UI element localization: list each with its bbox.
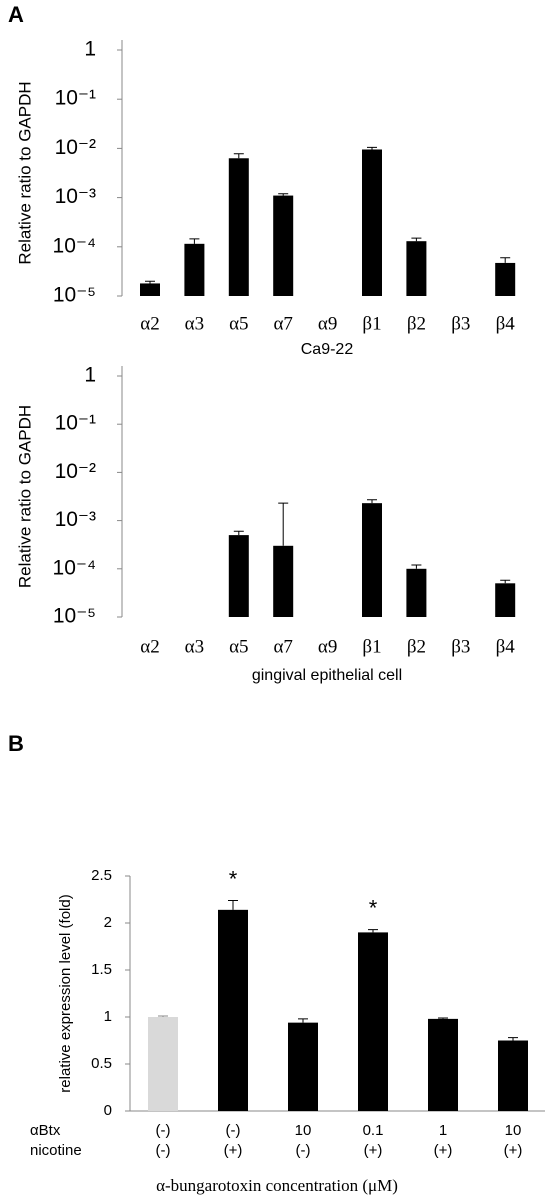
panel-label: B [8, 731, 24, 756]
significance-mark: * [369, 895, 378, 920]
x-tick-label: (+) [364, 1142, 383, 1159]
error-bar [500, 579, 511, 584]
y-tick-label: 10⁻³ [55, 185, 96, 208]
x-tick-label: α3 [185, 636, 204, 657]
row-name: αBtx [30, 1122, 61, 1139]
error-bar [233, 530, 244, 536]
y-tick-label: 1.5 [91, 961, 112, 978]
bar [288, 1022, 318, 1111]
x-tick-label: α2 [140, 636, 159, 657]
error-bar [233, 153, 244, 159]
y-tick-label: 10⁻⁵ [53, 605, 96, 628]
error-bar [278, 502, 289, 546]
bar [428, 1018, 458, 1111]
y-tick-label: 10⁻² [55, 460, 96, 483]
y-tick-label: 1 [84, 38, 96, 61]
bar [362, 149, 382, 296]
y-tick-label: 0.5 [91, 1055, 112, 1072]
error-bar [158, 1015, 168, 1017]
bar [362, 503, 382, 617]
y-tick-label: 10⁻⁵ [53, 284, 96, 307]
error-bar [411, 564, 422, 569]
y-tick-label: 10⁻¹ [55, 87, 96, 110]
bar [228, 535, 249, 617]
error-bar [411, 237, 422, 242]
significance-mark: * [229, 866, 238, 891]
y-tick-label: 10⁻⁴ [53, 234, 96, 257]
y-tick-label: 1 [104, 1008, 112, 1025]
x-tick-label: α9 [318, 636, 337, 657]
y-axis-label: Relative ratio to GAPDH [15, 405, 34, 588]
row-name: nicotine [30, 1142, 82, 1159]
x-tick-label: (-) [226, 1122, 241, 1139]
y-tick-label: 0 [104, 1102, 112, 1119]
y-tick-label: 10⁻³ [55, 508, 96, 531]
x-axis-label: α-bungarotoxin concentration (μM) [156, 1176, 398, 1195]
x-tick-label: (-) [156, 1122, 171, 1139]
bar [140, 283, 160, 296]
x-tick-label: β4 [496, 313, 516, 334]
y-tick-label: 10⁻⁴ [53, 556, 96, 579]
x-tick-label: (-) [156, 1142, 171, 1159]
y-tick-label: 2 [104, 914, 112, 931]
x-tick-label: (+) [504, 1142, 523, 1159]
error-bar [508, 1037, 518, 1041]
error-bar [368, 929, 378, 933]
bar [495, 583, 516, 617]
bar [273, 545, 294, 617]
x-tick-label: α7 [273, 636, 292, 657]
y-tick-label: 10⁻¹ [55, 412, 96, 435]
x-tick-label: β2 [407, 313, 426, 334]
bar [406, 568, 427, 617]
bar [495, 262, 516, 296]
x-tick-label: α9 [318, 313, 337, 334]
error-bar [145, 280, 155, 284]
x-tick-label: α5 [229, 313, 248, 334]
panel-label: A [8, 2, 24, 27]
bar [498, 1040, 528, 1111]
x-tick-label: (+) [434, 1142, 453, 1159]
x-tick-label: α7 [273, 313, 292, 334]
error-bar [438, 1017, 448, 1019]
error-bar [278, 193, 289, 196]
x-tick-label: 10 [295, 1122, 312, 1139]
bar [218, 909, 248, 1111]
bar [358, 932, 388, 1111]
error-bar [298, 1018, 308, 1023]
x-tick-label: 1 [439, 1122, 447, 1139]
x-axis-label: gingival epithelial cell [252, 667, 402, 684]
y-tick-label: 1 [84, 364, 96, 387]
x-tick-label: α2 [140, 313, 159, 334]
x-tick-label: 10 [505, 1122, 522, 1139]
bar [148, 1017, 178, 1111]
y-tick-label: 2.5 [91, 867, 112, 884]
y-axis-label: relative expression level (fold) [57, 894, 74, 1092]
bar [184, 243, 205, 296]
x-tick-label: β1 [362, 313, 381, 334]
x-tick-label: α5 [229, 636, 248, 657]
x-tick-label: β1 [362, 636, 381, 657]
error-bar [228, 899, 238, 910]
error-bar [189, 238, 200, 244]
x-axis-label: Ca9-22 [301, 341, 354, 358]
x-tick-label: β2 [407, 636, 426, 657]
x-tick-label: (+) [224, 1142, 243, 1159]
x-tick-label: α3 [185, 313, 204, 334]
y-axis-label: Relative ratio to GAPDH [15, 81, 34, 264]
bar [406, 241, 427, 296]
bar [228, 158, 249, 296]
error-bar [500, 257, 511, 263]
error-bar [367, 499, 377, 504]
x-tick-label: (-) [296, 1142, 311, 1159]
bar [273, 195, 294, 296]
error-bar [367, 146, 377, 150]
x-tick-label: 0.1 [363, 1122, 384, 1139]
x-tick-label: β3 [451, 636, 470, 657]
x-tick-label: β4 [496, 636, 516, 657]
x-tick-label: β3 [451, 313, 470, 334]
y-tick-label: 10⁻² [55, 136, 96, 159]
